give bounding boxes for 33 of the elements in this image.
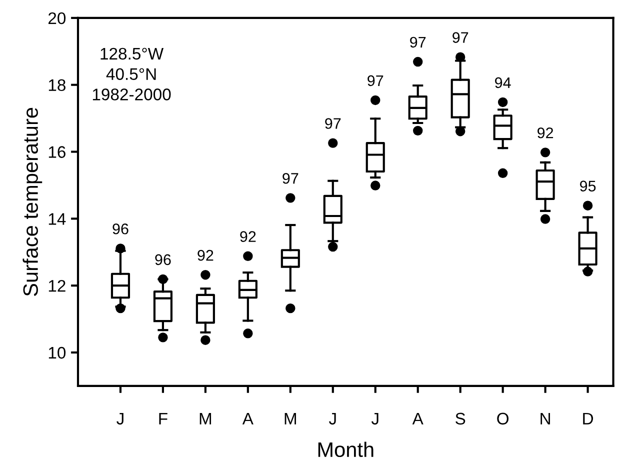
x-tick-label: J bbox=[328, 412, 336, 425]
annotation: 92 bbox=[240, 231, 256, 242]
annotation: 97 bbox=[282, 172, 298, 184]
x-tick-label: A bbox=[412, 412, 424, 424]
annotation: 96 bbox=[155, 254, 171, 266]
x-tick-label: M bbox=[200, 412, 212, 424]
annotation: 92 bbox=[198, 250, 214, 261]
x-tick-label: J bbox=[371, 412, 378, 425]
annotation: 128.5°W 40.5°N 1982-2000 bbox=[92, 48, 171, 100]
y-tick-label: 12 bbox=[48, 280, 66, 292]
annotation: 97 bbox=[368, 75, 384, 86]
y-tick-label: 14 bbox=[48, 213, 66, 225]
x-tick-label: N bbox=[540, 412, 550, 424]
x-tick-label: F bbox=[159, 412, 168, 424]
annotation: 97 bbox=[325, 118, 341, 129]
annotation: 96 bbox=[112, 223, 128, 234]
x-tick-label: O bbox=[497, 412, 509, 425]
annotation: 92 bbox=[538, 127, 554, 138]
x-tick-label: S bbox=[456, 412, 466, 425]
x-tick-label: M bbox=[284, 412, 296, 424]
x-tick-label: A bbox=[242, 412, 254, 424]
x-tick-label: J bbox=[116, 412, 124, 425]
y-tick-label: 10 bbox=[48, 346, 66, 359]
x-tick-label: D bbox=[583, 412, 594, 424]
y-tick-label: 20 bbox=[48, 12, 66, 24]
annotation: 97 bbox=[410, 36, 426, 48]
annotation: 94 bbox=[495, 77, 511, 88]
y-tick-label: 16 bbox=[48, 146, 66, 158]
annotation: 95 bbox=[580, 180, 596, 192]
x-axis-title: Month bbox=[318, 442, 374, 458]
annotation: 97 bbox=[452, 32, 468, 43]
y-tick-label: 18 bbox=[48, 79, 66, 92]
y-axis-title: Surface temperature bbox=[22, 108, 42, 296]
